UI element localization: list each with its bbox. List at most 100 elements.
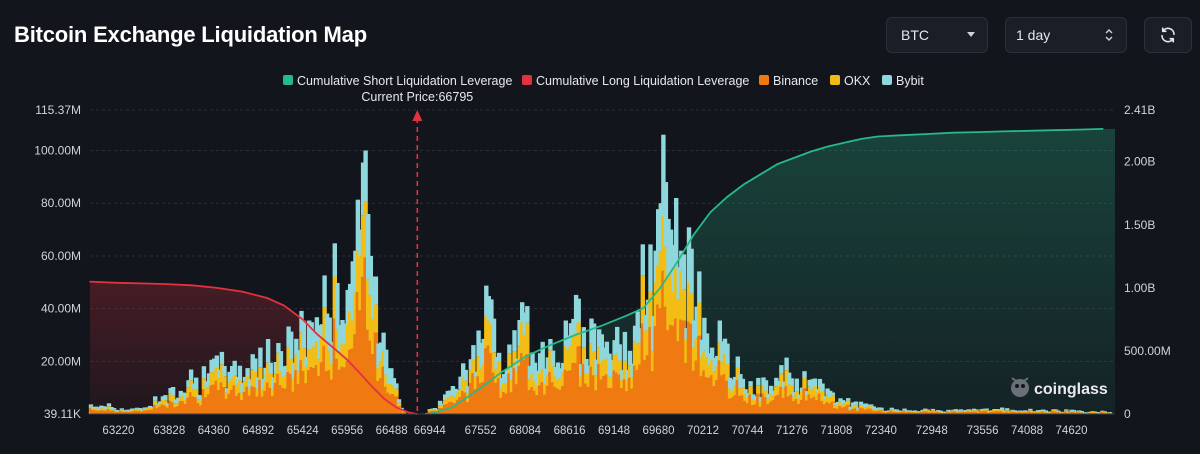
bar-binance (1017, 412, 1023, 415)
page-title: Bitcoin Exchange Liquidation Map (14, 22, 367, 47)
bar-binance (632, 365, 638, 415)
bar-binance (368, 340, 373, 415)
bar-bybit (1041, 409, 1046, 411)
bar-bybit (314, 317, 320, 342)
bar-bybit (915, 411, 920, 413)
bar-binance (353, 334, 358, 415)
refresh-button[interactable] (1144, 17, 1192, 53)
bar-okx (145, 408, 150, 411)
bar-binance (227, 393, 232, 415)
bar-bybit (789, 378, 794, 386)
symbol-select[interactable]: BTC (886, 17, 988, 53)
bar-binance (355, 292, 361, 415)
x-tick-label: 72948 (916, 425, 948, 437)
x-tick-label: 69148 (598, 425, 630, 437)
legend: Cumulative Short Liquidation Leverage Cu… (283, 74, 924, 88)
bar-bybit (124, 409, 130, 411)
bar-okx (355, 250, 361, 293)
bar-binance (858, 407, 864, 415)
bar-binance (517, 365, 522, 415)
bar-binance (214, 380, 219, 415)
bar-okx (314, 341, 320, 366)
bar-bybit (820, 383, 825, 392)
bars (88, 134, 1113, 415)
bar-bybit (137, 408, 142, 410)
bar-bybit (289, 331, 294, 359)
bar-okx (751, 400, 756, 406)
bar-okx (232, 375, 237, 386)
time-range-select[interactable]: 1 day (1005, 17, 1127, 53)
bar-bybit (153, 396, 158, 401)
bar-bybit (1033, 411, 1038, 412)
bar-binance (142, 410, 148, 415)
bar-bybit (165, 403, 171, 406)
bar-bybit (132, 408, 137, 410)
bar-binance (797, 404, 802, 415)
bar-bybit (925, 409, 930, 411)
bar-bybit (776, 380, 782, 386)
bar-okx (486, 320, 491, 346)
bar-binance (271, 396, 276, 415)
legend-item-short[interactable]: Cumulative Short Liquidation Leverage (283, 74, 512, 88)
y-left-tick-label: 39.11K (44, 407, 81, 421)
bar-bybit (1077, 410, 1082, 412)
bar-bybit (861, 403, 866, 406)
bar-bybit (781, 381, 787, 389)
legend-item-binance[interactable]: Binance (759, 74, 818, 88)
bar-okx (1053, 410, 1059, 412)
bar-bybit (661, 134, 666, 216)
bar-bybit (630, 363, 635, 378)
bar-okx (722, 354, 728, 374)
bar-binance (668, 324, 674, 415)
bar-okx (473, 376, 479, 390)
bar-bybit (186, 380, 191, 388)
bar-bybit (738, 374, 743, 389)
bar-bybit (1000, 407, 1005, 410)
bar-okx (597, 347, 602, 364)
bar-bybit (206, 373, 212, 387)
bar-okx (910, 411, 915, 413)
bar-okx (199, 401, 204, 406)
bar-binance (786, 396, 792, 415)
bar-binance (301, 371, 307, 415)
bar-okx (206, 386, 212, 395)
bar-bybit (1025, 411, 1030, 412)
bar-okx (307, 350, 312, 370)
legend-item-bybit[interactable]: Bybit (882, 74, 924, 88)
bar-okx (712, 371, 717, 387)
bar-bybit (232, 360, 237, 376)
bar-bybit (242, 376, 248, 382)
bar-bybit (835, 401, 841, 406)
bar-okx (584, 373, 589, 384)
legend-item-long[interactable]: Cumulative Long Liquidation Leverage (522, 74, 749, 88)
x-tick-label: 67552 (465, 425, 497, 437)
bar-okx (330, 364, 335, 380)
bar-okx (548, 350, 553, 372)
bar-okx (573, 333, 579, 364)
bar-binance (769, 401, 774, 415)
bar-binance (127, 412, 132, 415)
bar-bybit (851, 402, 856, 407)
bar-bybit (340, 320, 345, 344)
bar-bybit (712, 357, 717, 372)
bar-bybit (871, 406, 876, 410)
bar-bybit (486, 296, 491, 321)
bar-bybit (635, 311, 640, 344)
bar-okx (127, 411, 132, 413)
bar-okx (545, 375, 551, 386)
bar-bybit (938, 410, 943, 412)
bar-binance (948, 412, 953, 415)
bar-bybit (997, 409, 1002, 410)
bar-bybit (507, 344, 512, 354)
bar-binance (532, 390, 538, 415)
bar-okx (478, 368, 484, 384)
bar-binance (692, 370, 697, 415)
bar-bybit (663, 182, 669, 247)
bar-bybit (1105, 412, 1110, 414)
bar-binance (247, 395, 253, 415)
bar-binance (478, 383, 484, 415)
bar-bybit (897, 410, 902, 412)
legend-item-okx[interactable]: OKX (830, 74, 871, 88)
x-tick-label: 64360 (198, 425, 230, 437)
